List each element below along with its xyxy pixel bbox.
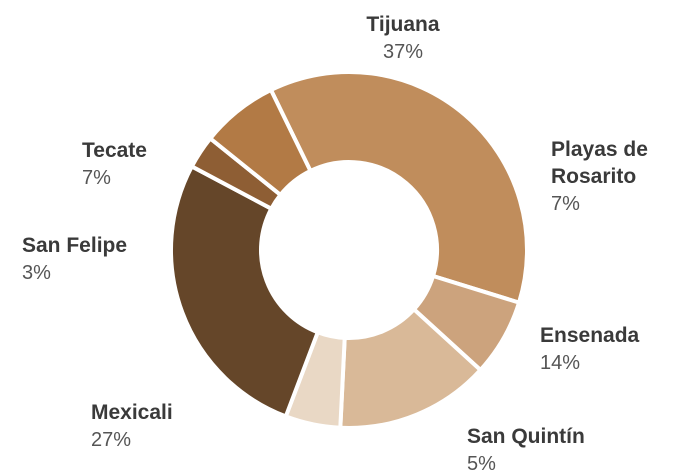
label-playas-de-rosarito-line-1: Playas de	[551, 138, 648, 161]
label-mexicali: Mexicali	[91, 401, 173, 424]
slice-ensenada	[338, 307, 483, 430]
label-tecate: Tecate	[82, 139, 147, 162]
value-label-mexicali: 27%	[91, 429, 131, 451]
label-tijuana: Tijuana	[366, 13, 439, 36]
label-san-felipe: San Felipe	[22, 234, 127, 257]
label-ensenada: Ensenada	[540, 324, 640, 347]
value-label-san-felipe: 3%	[22, 262, 51, 284]
value-label-ensenada: 14%	[540, 352, 580, 374]
slice-tijuana	[268, 70, 529, 305]
label-playas-de-rosarito-line-2: Rosarito	[551, 165, 636, 188]
value-label-tecate: 7%	[82, 167, 111, 189]
value-label-playas-de-rosarito: 7%	[551, 193, 580, 215]
slice-tecate	[208, 88, 313, 197]
value-label-san-quintin: 5%	[467, 453, 496, 474]
label-san-quintin: San Quintín	[467, 425, 585, 448]
labels: Tijuana 37% Playas de Rosarito 7% Ensenada 14%…	[22, 13, 648, 474]
value-label-tijuana: 37%	[383, 41, 423, 63]
slice-mexicali	[169, 164, 320, 419]
slices	[169, 70, 529, 430]
